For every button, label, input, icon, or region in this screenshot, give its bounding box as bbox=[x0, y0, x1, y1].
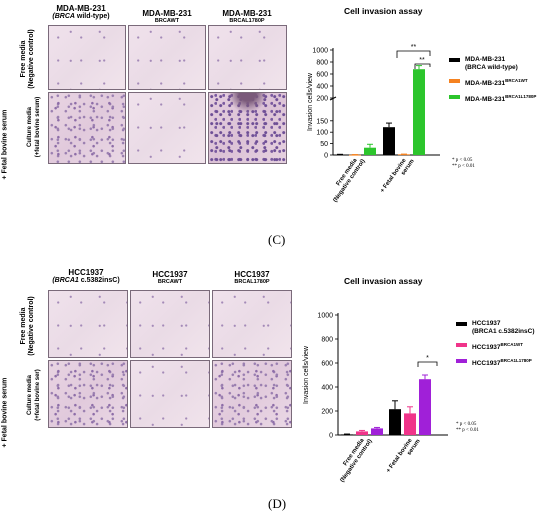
legend-item: MDA-MB-231 (BRCA wild-type) bbox=[449, 56, 536, 72]
micrograph-c-serum-2 bbox=[128, 92, 206, 164]
legend-d: HCC1937 (BRCA1 c.5382insC) HCC1937BRCA1WT… bbox=[456, 320, 535, 373]
micrograph-c-serum-3 bbox=[208, 92, 287, 164]
x-tick-label: + Fetal bovineserum bbox=[386, 434, 422, 478]
y-tick-label: 1000 bbox=[312, 48, 328, 55]
column-title: MDA-MB-231 bbox=[142, 9, 192, 18]
axis-break-mark bbox=[329, 96, 337, 101]
legend-swatch bbox=[456, 359, 467, 364]
bar bbox=[364, 147, 376, 155]
bar bbox=[383, 127, 395, 155]
significance-bracket bbox=[414, 63, 431, 69]
bar bbox=[389, 409, 401, 435]
micrograph-d-free-1 bbox=[48, 290, 128, 358]
column-subtitle: (BRCA1 c.5382insC) bbox=[52, 277, 120, 284]
legend-swatch bbox=[456, 343, 467, 347]
bar bbox=[404, 413, 416, 435]
chart-title: Cell invasion assay bbox=[344, 276, 423, 286]
column-header-1: HCC1937 (BRCA1 c.5382insC) bbox=[50, 268, 122, 285]
y-tick-label: 600 bbox=[316, 72, 328, 79]
column-title: HCC1937 bbox=[152, 270, 188, 279]
legend-swatch bbox=[449, 58, 460, 62]
micrograph-d-free-2 bbox=[130, 290, 210, 358]
significance-bracket bbox=[417, 361, 438, 367]
bar bbox=[356, 431, 368, 435]
y-tick-label: 100 bbox=[316, 130, 328, 137]
legend-item: HCC1937BRCA1WT bbox=[456, 341, 535, 352]
column-header-2: HCC1937 BRCAWT bbox=[130, 270, 210, 285]
micrograph-c-serum-1 bbox=[48, 92, 126, 164]
p-value-note: * p < 0.05 ** p < 0.01 bbox=[452, 158, 475, 169]
y-tick-label: 1000 bbox=[317, 313, 333, 320]
x-tick-label: Free media(Negative control) bbox=[334, 434, 374, 483]
micrograph-d-free-3 bbox=[212, 290, 292, 358]
panel-label-c: (C) bbox=[268, 232, 286, 247]
bar bbox=[334, 154, 346, 156]
column-header-1: MDA-MB-231 (BRCA wild-type) bbox=[46, 4, 116, 21]
column-header-2: MDA-MB-231 BRCAWT bbox=[128, 9, 206, 24]
y-tick-label: 800 bbox=[321, 337, 333, 344]
legend-swatch bbox=[449, 79, 460, 83]
y-tick-label: 200 bbox=[316, 96, 328, 103]
panel-label-d: (D) bbox=[268, 496, 287, 511]
column-subtitle: BRCAWT bbox=[157, 279, 183, 285]
x-tick-label: Free media(Negative control) bbox=[327, 154, 367, 203]
bar bbox=[398, 154, 410, 156]
y-axis-label: Invasion cells/view bbox=[307, 72, 314, 131]
micrograph-d-serum-3 bbox=[212, 360, 292, 428]
y-tick-label: 600 bbox=[321, 361, 333, 368]
micrograph-c-free-3 bbox=[208, 25, 287, 90]
p-value-note: * p < 0.05 ** p < 0.01 bbox=[456, 422, 479, 433]
bar bbox=[341, 434, 353, 436]
bar-chart-d: 0 200 400 600 800 1000 Invasion cells/view Free… bbox=[303, 313, 448, 484]
bar bbox=[349, 154, 361, 156]
y-tick-label: 150 bbox=[316, 118, 328, 125]
legend-item: MDA-MB-231BRCA1L1780P bbox=[449, 93, 536, 104]
bar-chart-c: 0 50 100 150 200 400 600 800 1000 Invasion cells/… bbox=[307, 44, 440, 204]
y-tick-label: 0 bbox=[324, 153, 328, 160]
micrograph-d-serum-1 bbox=[48, 360, 128, 428]
y-axis-label: Invasion cells/view bbox=[303, 345, 310, 404]
x-tick-label: + Fetal bovineserum bbox=[380, 154, 416, 198]
y-tick-label: 400 bbox=[321, 385, 333, 392]
micrograph-d-serum-2 bbox=[130, 360, 210, 428]
significance-mark: ** bbox=[411, 44, 417, 51]
y-tick-label: 200 bbox=[321, 409, 333, 416]
bar bbox=[413, 69, 425, 155]
column-header-3: HCC1937 BRCAL1780P bbox=[212, 270, 292, 285]
column-title: HCC1937 bbox=[234, 270, 270, 279]
legend-swatch bbox=[449, 95, 460, 100]
significance-mark: * bbox=[426, 355, 429, 362]
column-subtitle: BRCAWT bbox=[154, 18, 180, 24]
column-subtitle: BRCAL1780P bbox=[229, 18, 265, 24]
micrograph-c-free-2 bbox=[128, 25, 206, 90]
column-title: HCC1937 bbox=[68, 268, 104, 277]
legend-c: MDA-MB-231 (BRCA wild-type) MDA-MB-231BRC… bbox=[449, 56, 536, 109]
column-header-3: MDA-MB-231 BRCAL1780P bbox=[208, 9, 286, 24]
bar bbox=[419, 379, 431, 435]
legend-item: HCC1937 (BRCA1 c.5382insC) bbox=[456, 320, 535, 336]
legend-swatch bbox=[456, 322, 467, 326]
y-tick-label: 400 bbox=[316, 84, 328, 91]
chart-title: Cell invasion assay bbox=[344, 6, 423, 16]
legend-item: MDA-MB-231BRCA1WT bbox=[449, 77, 536, 88]
y-tick-label: 0 bbox=[329, 433, 333, 440]
column-title: MDA-MB-231 bbox=[222, 9, 272, 18]
column-title: MDA-MB-231 bbox=[56, 4, 106, 13]
y-tick-label: 800 bbox=[316, 60, 328, 67]
panel-c: MDA-MB-231 (BRCA wild-type) MDA-MB-231 B… bbox=[0, 0, 550, 252]
significance-bracket bbox=[396, 50, 431, 58]
legend-item: HCC1937BRCA1L1780P bbox=[456, 357, 535, 368]
column-subtitle: BRCAL1780P bbox=[234, 279, 270, 285]
significance-mark: ** bbox=[419, 57, 425, 64]
panel-d: HCC1937 (BRCA1 c.5382insC) HCC1937 BRCAW… bbox=[0, 262, 550, 516]
bar bbox=[371, 428, 383, 435]
y-tick-label: 50 bbox=[320, 141, 328, 148]
column-subtitle: (BRCA wild-type) bbox=[52, 13, 110, 20]
micrograph-c-free-1 bbox=[48, 25, 126, 90]
